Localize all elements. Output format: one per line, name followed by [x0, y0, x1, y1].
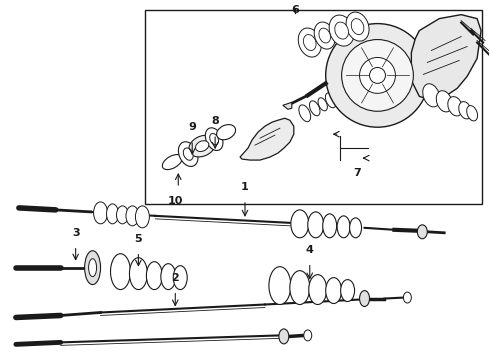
Ellipse shape [217, 125, 236, 140]
Ellipse shape [291, 210, 309, 238]
Ellipse shape [318, 98, 327, 111]
Ellipse shape [310, 101, 320, 116]
Polygon shape [283, 102, 292, 109]
Ellipse shape [341, 280, 355, 302]
Text: 9: 9 [188, 122, 196, 132]
Ellipse shape [298, 28, 321, 57]
Ellipse shape [89, 259, 97, 276]
Bar [146, 10, 482, 204]
Ellipse shape [94, 202, 107, 224]
Ellipse shape [308, 212, 324, 238]
Ellipse shape [325, 93, 336, 108]
Ellipse shape [126, 206, 139, 226]
Ellipse shape [323, 214, 337, 238]
Ellipse shape [417, 225, 427, 239]
Ellipse shape [210, 134, 219, 145]
Ellipse shape [360, 291, 369, 306]
Ellipse shape [135, 206, 149, 228]
Polygon shape [412, 15, 481, 100]
Circle shape [369, 67, 386, 84]
Ellipse shape [304, 330, 312, 341]
Ellipse shape [351, 19, 364, 35]
Ellipse shape [436, 91, 452, 112]
Text: 6: 6 [291, 5, 299, 15]
Ellipse shape [173, 266, 187, 289]
Ellipse shape [423, 84, 440, 107]
Text: 7: 7 [354, 168, 362, 178]
Ellipse shape [183, 148, 193, 160]
Ellipse shape [269, 267, 291, 305]
Ellipse shape [279, 329, 289, 344]
Ellipse shape [326, 278, 342, 303]
Ellipse shape [147, 262, 162, 289]
Polygon shape [240, 118, 294, 160]
Text: 5: 5 [135, 234, 142, 244]
Ellipse shape [349, 218, 362, 238]
Ellipse shape [303, 35, 316, 50]
Ellipse shape [314, 22, 335, 49]
Text: 1: 1 [241, 182, 249, 192]
Ellipse shape [448, 96, 463, 116]
Ellipse shape [290, 271, 310, 305]
Ellipse shape [111, 254, 130, 289]
Circle shape [360, 58, 395, 93]
Ellipse shape [161, 264, 176, 289]
Ellipse shape [346, 12, 369, 41]
Ellipse shape [403, 292, 412, 303]
Text: 4: 4 [306, 245, 314, 255]
Ellipse shape [178, 142, 198, 166]
Ellipse shape [299, 105, 311, 122]
Circle shape [326, 24, 429, 127]
Ellipse shape [345, 85, 354, 98]
Ellipse shape [189, 135, 216, 157]
Ellipse shape [319, 28, 330, 43]
Ellipse shape [335, 22, 348, 39]
Ellipse shape [85, 251, 100, 285]
Ellipse shape [162, 154, 182, 170]
Ellipse shape [117, 206, 128, 224]
Ellipse shape [309, 275, 327, 305]
Text: 8: 8 [211, 116, 219, 126]
Text: 10: 10 [168, 196, 183, 206]
Text: 2: 2 [172, 273, 179, 283]
Ellipse shape [334, 88, 345, 105]
Text: 3: 3 [72, 228, 79, 238]
Ellipse shape [337, 216, 350, 238]
Ellipse shape [466, 105, 478, 121]
Ellipse shape [106, 204, 119, 224]
Ellipse shape [459, 102, 471, 119]
Ellipse shape [129, 258, 147, 289]
Ellipse shape [205, 128, 223, 150]
Ellipse shape [329, 15, 354, 46]
Ellipse shape [196, 141, 209, 152]
Circle shape [342, 40, 414, 111]
